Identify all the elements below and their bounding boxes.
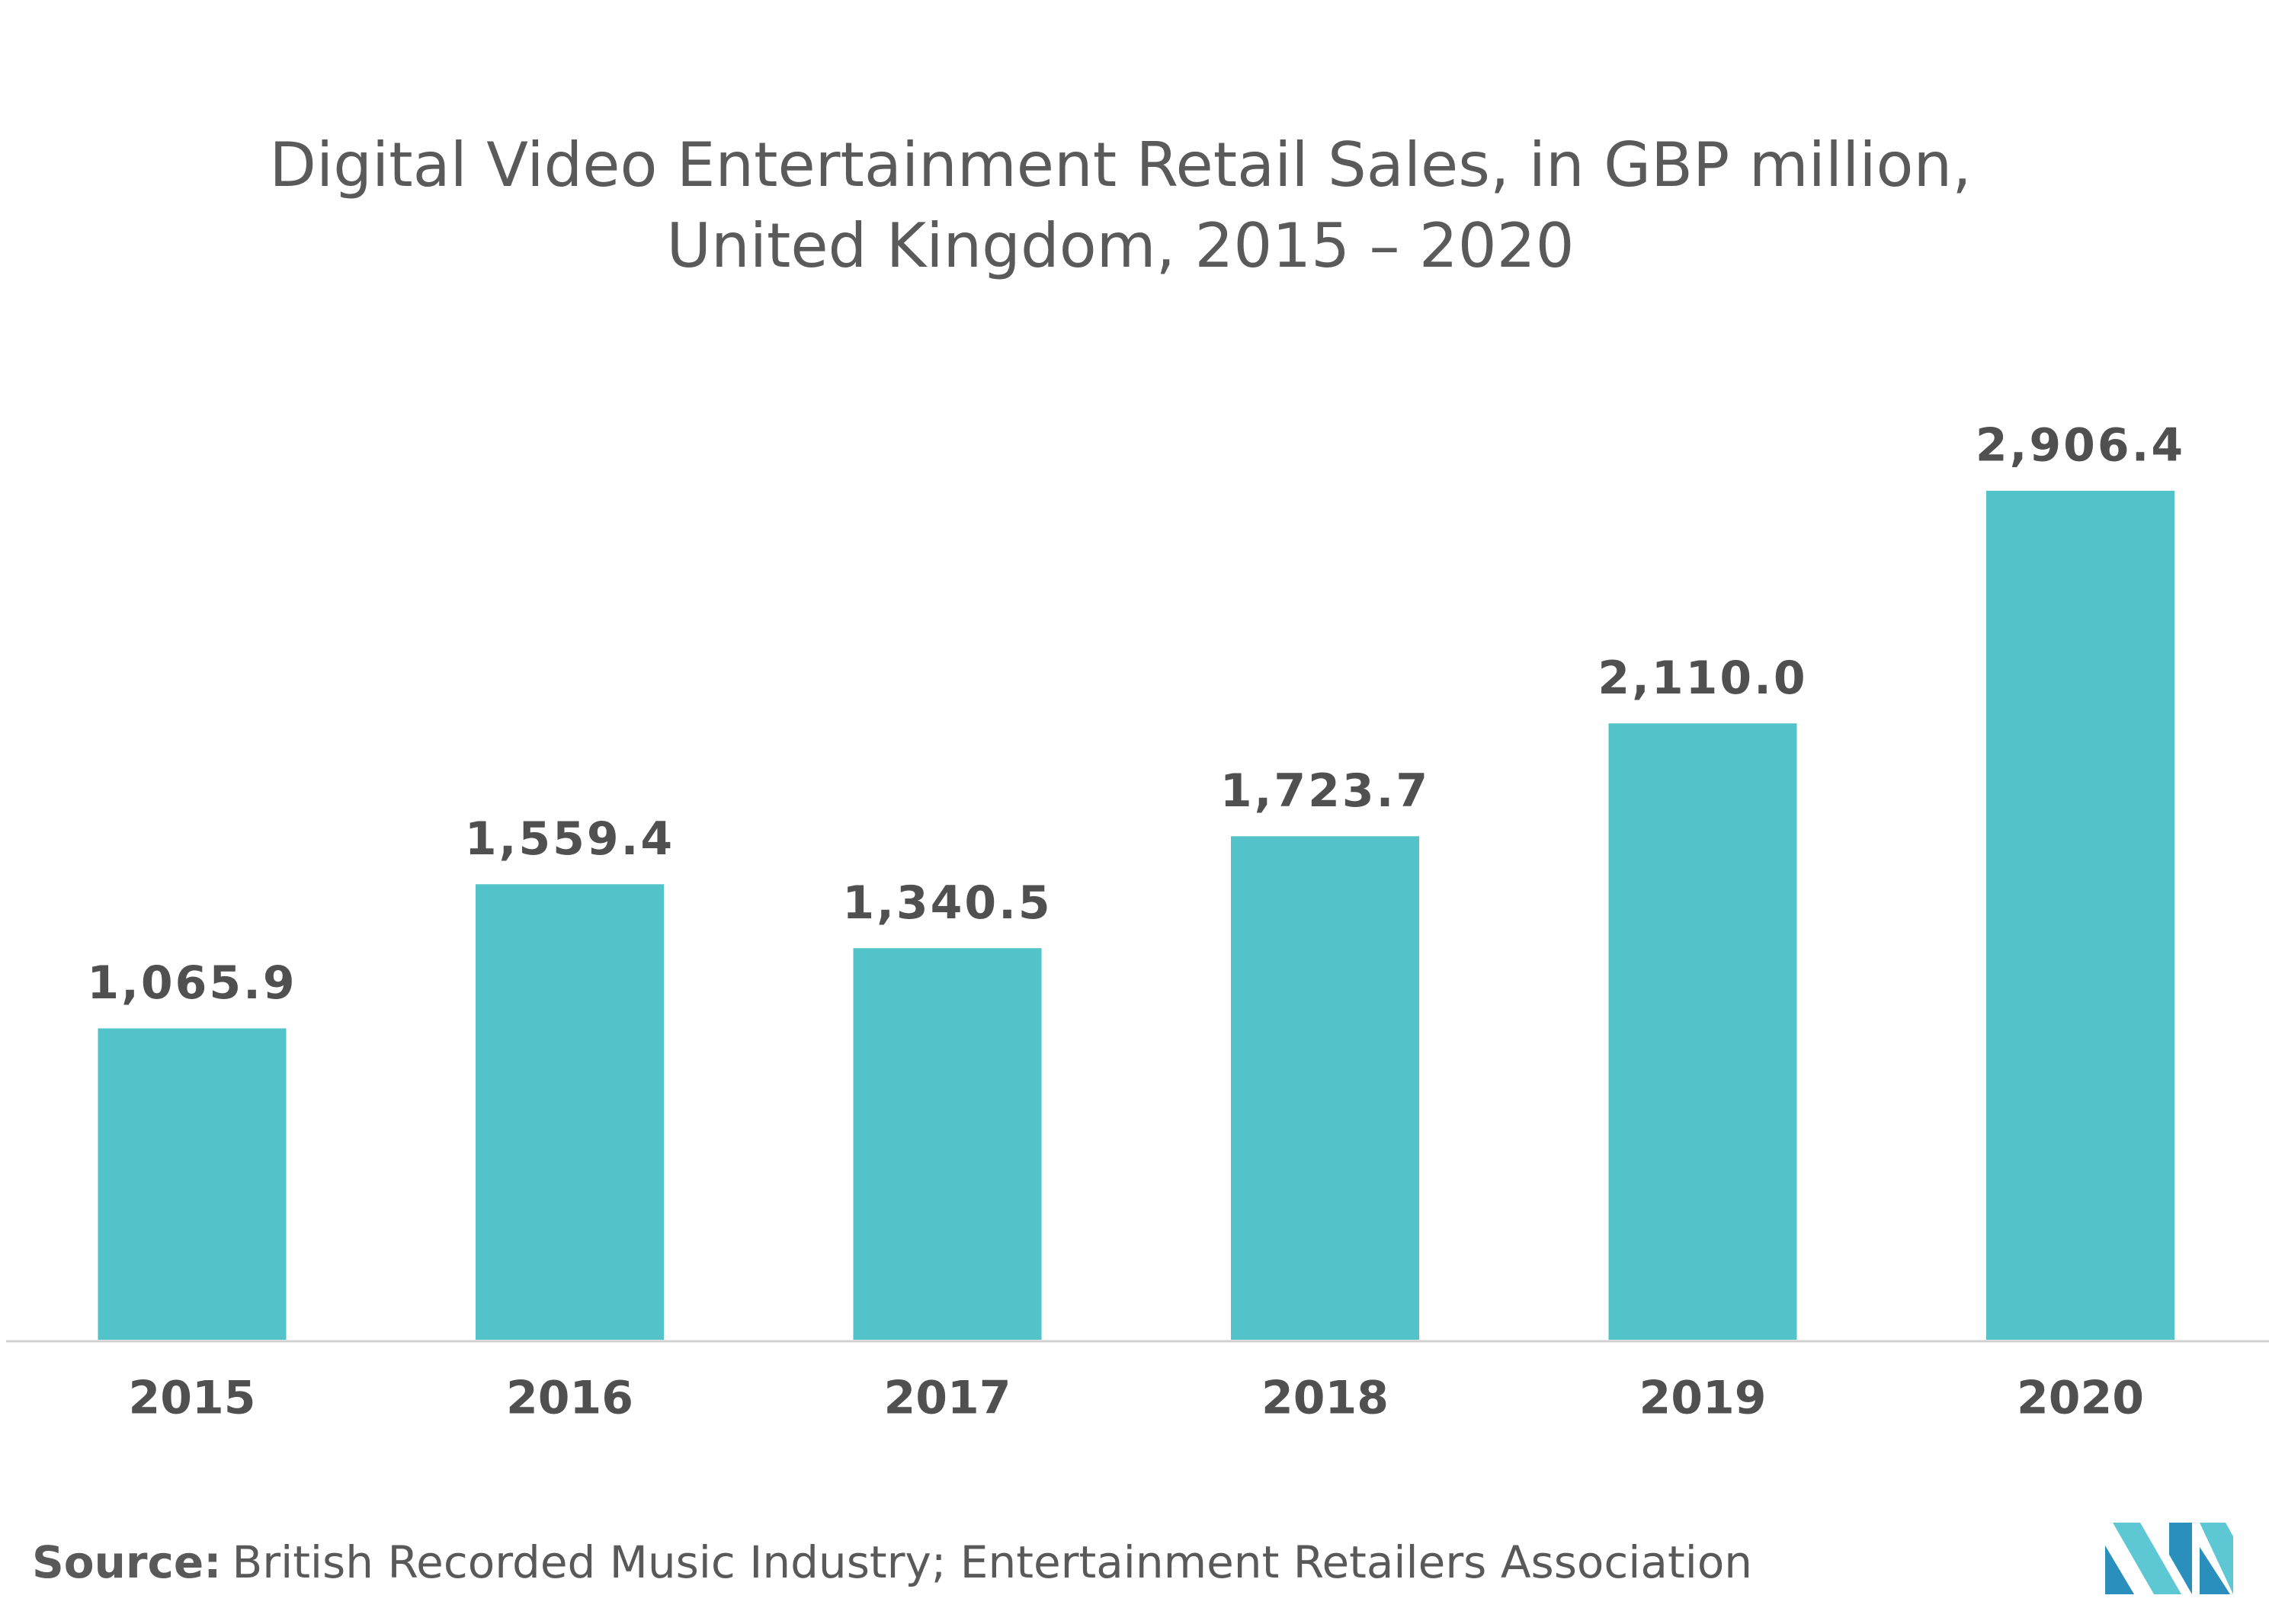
x-tick-label: 2019 (1639, 1372, 1767, 1425)
value-label: 2,110.0 (1598, 652, 1807, 705)
bar (853, 948, 1042, 1340)
logo-shape (2169, 1523, 2192, 1594)
x-tick-label: 2017 (884, 1372, 1011, 1425)
value-label: 1,065.9 (87, 956, 296, 1010)
chart-title: Digital Video Entertainment Retail Sales… (269, 130, 1971, 200)
x-tick-label: 2018 (1261, 1372, 1389, 1425)
bar (1608, 723, 1797, 1340)
bar (476, 884, 664, 1340)
bar (1231, 836, 1419, 1340)
bar (1986, 491, 2174, 1340)
value-label: 1,340.5 (842, 876, 1052, 930)
logo (2105, 1523, 2233, 1594)
x-tick-label: 2016 (506, 1372, 633, 1425)
x-tick-label: 2015 (129, 1372, 256, 1425)
source: Source: British Recorded Music Industry; … (32, 1536, 1752, 1588)
source-text: British Recorded Music Industry; Enterta… (232, 1536, 1752, 1588)
x-tick-label: 2020 (2017, 1372, 2144, 1425)
source-label: Source: (32, 1536, 221, 1588)
logo-shape (2113, 1523, 2181, 1594)
logo-shape (2200, 1523, 2233, 1594)
value-label: 1,559.4 (465, 812, 675, 866)
chart-title: United Kingdom, 2015 – 2020 (666, 210, 1574, 281)
bar (98, 1028, 287, 1340)
value-label: 1,723.7 (1220, 764, 1430, 818)
value-label: 2,906.4 (1976, 419, 2185, 472)
logo-shape (2200, 1547, 2230, 1594)
logo-shape (2105, 1546, 2134, 1594)
